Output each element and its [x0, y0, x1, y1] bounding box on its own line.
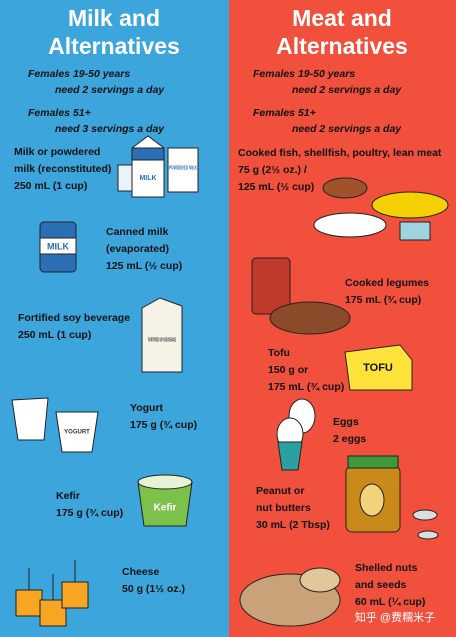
egg-cup — [277, 441, 303, 471]
milk-carton — [131, 135, 165, 198]
cheese-cube — [15, 589, 43, 617]
nuts — [299, 567, 341, 593]
spoon — [412, 509, 438, 521]
item-text: Tofu — [268, 347, 290, 359]
servings: need 2 servings a day — [292, 84, 402, 96]
item-text: Fortified soy beverage — [18, 312, 130, 324]
item-text: Milk or powdered — [14, 146, 100, 158]
can-label — [39, 237, 77, 255]
item-text: Canned milk — [106, 226, 169, 238]
item-text: (evaporated) — [106, 243, 169, 255]
yogurt-cup — [11, 397, 49, 441]
group: Females 19-50 years — [28, 68, 130, 80]
item-text: 60 mL (¼ cup) — [355, 596, 425, 608]
item-text: Peanut or — [256, 485, 304, 497]
illustrations — [11, 135, 449, 627]
meat — [322, 177, 368, 199]
watermark: 知乎 @费糯米子 — [355, 610, 435, 624]
plate — [313, 212, 387, 238]
plate — [371, 191, 449, 219]
item-text: 175 g (¾ cup) — [56, 507, 123, 519]
item-text: Yogurt — [130, 402, 164, 414]
item-text: nut butters — [256, 502, 311, 514]
yogurt-cup — [55, 411, 99, 453]
item-text: and seeds — [355, 579, 407, 591]
package-label: POWDERED MILK — [169, 165, 197, 171]
kefir-lid — [137, 474, 193, 490]
item-text: Cooked legumes — [345, 277, 429, 289]
item-text: 30 mL (2 Tbsp) — [256, 519, 330, 531]
servings: need 2 servings a day — [292, 123, 402, 135]
group: Females 19-50 years — [253, 68, 355, 80]
powder-box — [167, 147, 199, 193]
jar-lid — [347, 455, 399, 469]
item-text: 50 g (1½ oz.) — [122, 583, 185, 595]
peanut — [359, 483, 385, 517]
item-text: 150 g or — [268, 364, 308, 376]
package-label: Kefir — [154, 503, 177, 514]
item-text: 250 mL (1 cup) — [14, 180, 87, 192]
soy-carton — [141, 297, 183, 373]
tofu-box — [344, 344, 413, 391]
spoon — [417, 530, 439, 540]
tin — [399, 221, 431, 241]
package-label: YOGURT — [64, 430, 90, 436]
carton-band — [131, 147, 165, 161]
left-panel — [0, 0, 229, 637]
item-text: Shelled nuts — [355, 562, 418, 574]
panel-title: Alternatives — [276, 33, 408, 59]
panel-title: Meat and — [292, 5, 392, 31]
item-text: 2 eggs — [333, 433, 366, 445]
panel-title: Milk and — [68, 5, 160, 31]
servings: need 3 servings a day — [55, 123, 165, 135]
item-text: 250 mL (1 cup) — [18, 329, 91, 341]
package-label: FORTIFIED SOY BEVERAGE — [148, 337, 176, 343]
item-text: 175 g (¾ cup) — [130, 419, 197, 431]
package-label: MILK — [139, 175, 156, 182]
item-text: 75 g (2½ oz.) / — [238, 164, 307, 176]
group: Females 51+ — [253, 107, 316, 119]
package-label: TOFU — [363, 362, 393, 374]
item-text: Eggs — [333, 416, 359, 428]
item-text: milk (reconstituted) — [14, 163, 111, 175]
item-text: Kefir — [56, 490, 80, 502]
item-text: 175 mL (¾ cup) — [345, 294, 421, 306]
servings: need 2 servings a day — [55, 84, 165, 96]
cheese-cube — [61, 581, 89, 609]
group: Females 51+ — [28, 107, 91, 119]
item-text: 125 mL (½ cup) — [238, 181, 314, 193]
package-label: MILK — [47, 241, 69, 251]
item-text: Cooked fish, shellfish, poultry, lean me… — [238, 147, 442, 159]
beans — [269, 301, 351, 335]
item-text: Cheese — [122, 566, 160, 578]
item-text: 175 mL (¾ cup) — [268, 381, 344, 393]
panel-title: Alternatives — [48, 33, 180, 59]
item-text: 125 mL (½ cup) — [106, 260, 182, 272]
